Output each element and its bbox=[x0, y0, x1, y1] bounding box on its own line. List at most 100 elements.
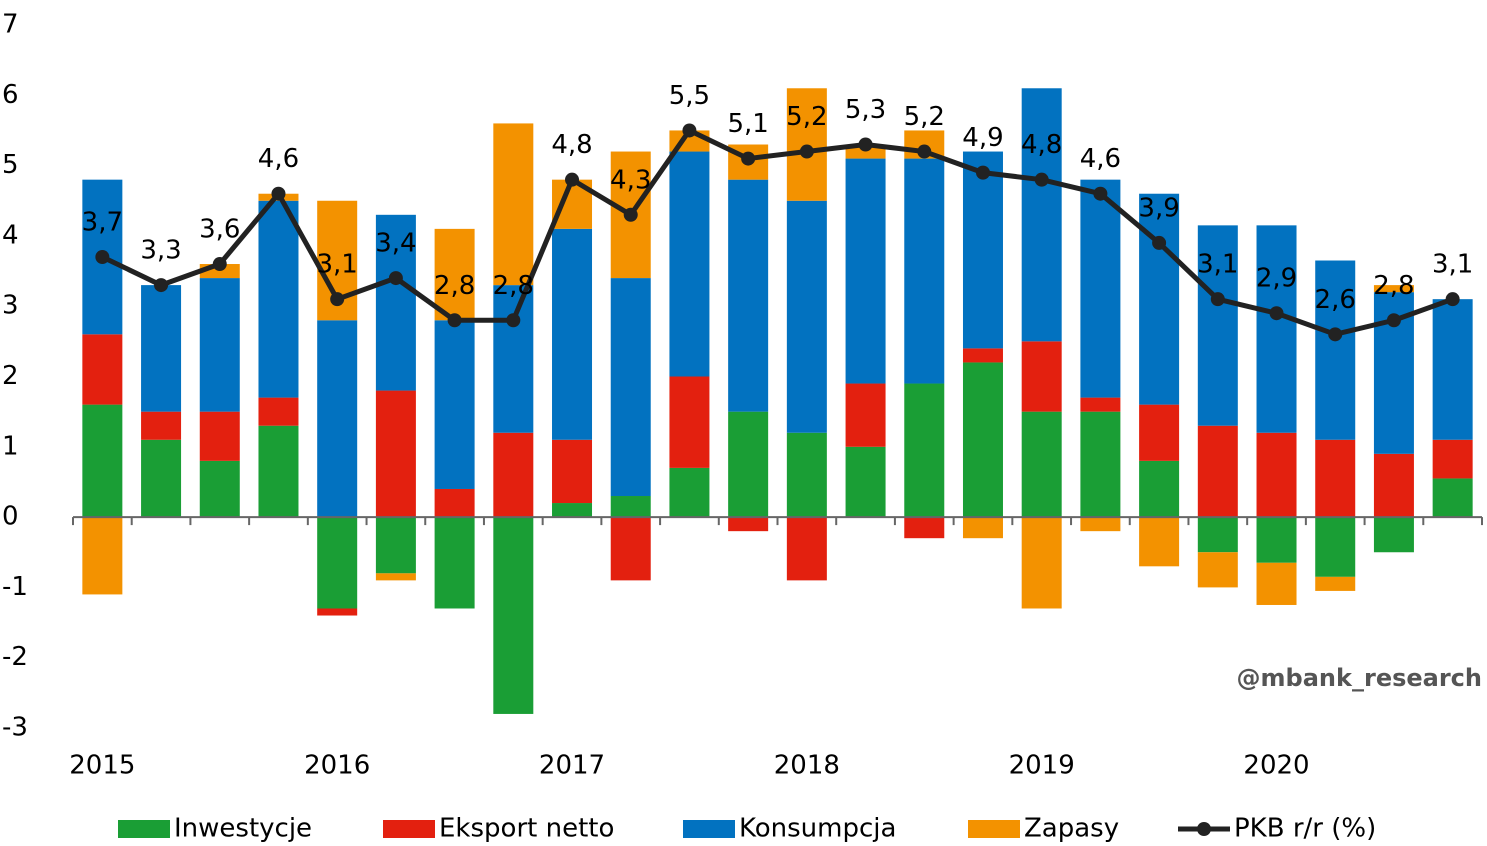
bar bbox=[962, 517, 1003, 539]
bar bbox=[904, 383, 945, 518]
y-tick-label: -3 bbox=[2, 713, 28, 743]
bar bbox=[1080, 517, 1121, 532]
bar bbox=[375, 214, 416, 391]
bar bbox=[1021, 341, 1062, 412]
bar bbox=[728, 179, 769, 412]
data-label: 2,9 bbox=[1256, 264, 1297, 294]
line-marker bbox=[506, 313, 521, 328]
bar bbox=[82, 404, 123, 518]
bar bbox=[258, 425, 299, 518]
bar bbox=[1256, 562, 1297, 605]
bar bbox=[493, 285, 534, 433]
bar bbox=[1197, 517, 1238, 553]
bar bbox=[728, 517, 769, 532]
bar bbox=[199, 278, 240, 412]
data-label: 3,9 bbox=[1138, 193, 1179, 223]
bar bbox=[493, 517, 534, 714]
bar bbox=[786, 88, 827, 201]
data-label: 4,8 bbox=[551, 130, 592, 160]
data-label: 5,2 bbox=[786, 102, 827, 132]
bar bbox=[786, 517, 827, 581]
y-tick-label: 7 bbox=[2, 10, 19, 40]
bar bbox=[1197, 425, 1238, 518]
line-marker bbox=[1445, 292, 1460, 307]
x-tick-label: 2018 bbox=[774, 751, 840, 781]
bar bbox=[1315, 576, 1356, 591]
bar bbox=[552, 439, 593, 504]
bar bbox=[904, 517, 945, 539]
bar bbox=[1373, 285, 1414, 293]
data-label: 3,1 bbox=[317, 250, 358, 280]
x-tick-label: 2019 bbox=[1009, 751, 1075, 781]
bar bbox=[552, 503, 593, 518]
bar bbox=[82, 517, 123, 595]
data-label: 5,1 bbox=[727, 109, 768, 139]
bar bbox=[1021, 88, 1062, 342]
bar bbox=[82, 334, 123, 405]
data-label: 4,8 bbox=[1021, 130, 1062, 160]
bar bbox=[1315, 439, 1356, 518]
line-marker bbox=[565, 172, 580, 187]
data-label: 3,7 bbox=[82, 207, 123, 237]
data-label: 2,8 bbox=[434, 271, 475, 301]
bar bbox=[1432, 299, 1473, 440]
legend-swatch bbox=[968, 820, 1020, 838]
x-tick-label: 2016 bbox=[304, 751, 370, 781]
bar bbox=[1021, 411, 1062, 518]
bar bbox=[786, 432, 827, 518]
bar bbox=[1139, 404, 1180, 461]
data-label: 2,8 bbox=[1373, 271, 1414, 301]
bar bbox=[317, 608, 358, 616]
bar bbox=[317, 517, 358, 609]
bar bbox=[375, 390, 416, 518]
bar bbox=[141, 411, 182, 440]
legend-label: Inwestycje bbox=[174, 814, 312, 844]
x-tick-label: 2015 bbox=[69, 751, 135, 781]
bar bbox=[786, 200, 827, 433]
bar bbox=[1197, 552, 1238, 588]
y-tick-label: 1 bbox=[2, 431, 19, 461]
line-marker bbox=[623, 207, 638, 222]
bar bbox=[1021, 517, 1062, 609]
bar bbox=[258, 200, 299, 398]
data-label: 5,2 bbox=[904, 102, 945, 132]
bar bbox=[199, 411, 240, 461]
data-label: 3,6 bbox=[199, 215, 240, 245]
bar bbox=[141, 285, 182, 412]
annotation: @mbank_research bbox=[1237, 664, 1482, 692]
data-label: 3,4 bbox=[375, 229, 416, 259]
bar bbox=[434, 228, 475, 321]
legend-label: Zapasy bbox=[1024, 814, 1119, 844]
bar bbox=[1197, 225, 1238, 426]
line-marker bbox=[95, 249, 110, 264]
line-marker bbox=[1034, 172, 1049, 187]
data-label: 4,3 bbox=[610, 165, 651, 195]
bar bbox=[904, 158, 945, 384]
legend-label: Konsumpcja bbox=[739, 814, 896, 844]
bar bbox=[1432, 439, 1473, 479]
bar bbox=[1080, 411, 1121, 518]
bar bbox=[962, 348, 1003, 363]
data-label: 5,5 bbox=[669, 81, 710, 111]
bar bbox=[434, 488, 475, 518]
line-marker bbox=[1386, 313, 1401, 328]
bar bbox=[493, 432, 534, 518]
bar bbox=[1139, 193, 1180, 405]
bar bbox=[199, 460, 240, 518]
line-marker bbox=[1210, 292, 1225, 307]
data-label: 4,9 bbox=[962, 123, 1003, 153]
bar bbox=[1256, 432, 1297, 518]
y-tick-label: 2 bbox=[2, 361, 19, 391]
y-tick-label: 4 bbox=[2, 220, 19, 250]
data-label: 5,3 bbox=[845, 95, 886, 125]
legend-swatch bbox=[118, 820, 170, 838]
line-marker bbox=[388, 271, 403, 286]
bar bbox=[610, 278, 651, 497]
line-marker bbox=[741, 151, 756, 166]
bar bbox=[375, 517, 416, 574]
bar bbox=[610, 496, 651, 518]
bar bbox=[728, 411, 769, 518]
bar bbox=[1139, 517, 1180, 567]
bar bbox=[1315, 260, 1356, 440]
line-marker bbox=[858, 137, 873, 152]
